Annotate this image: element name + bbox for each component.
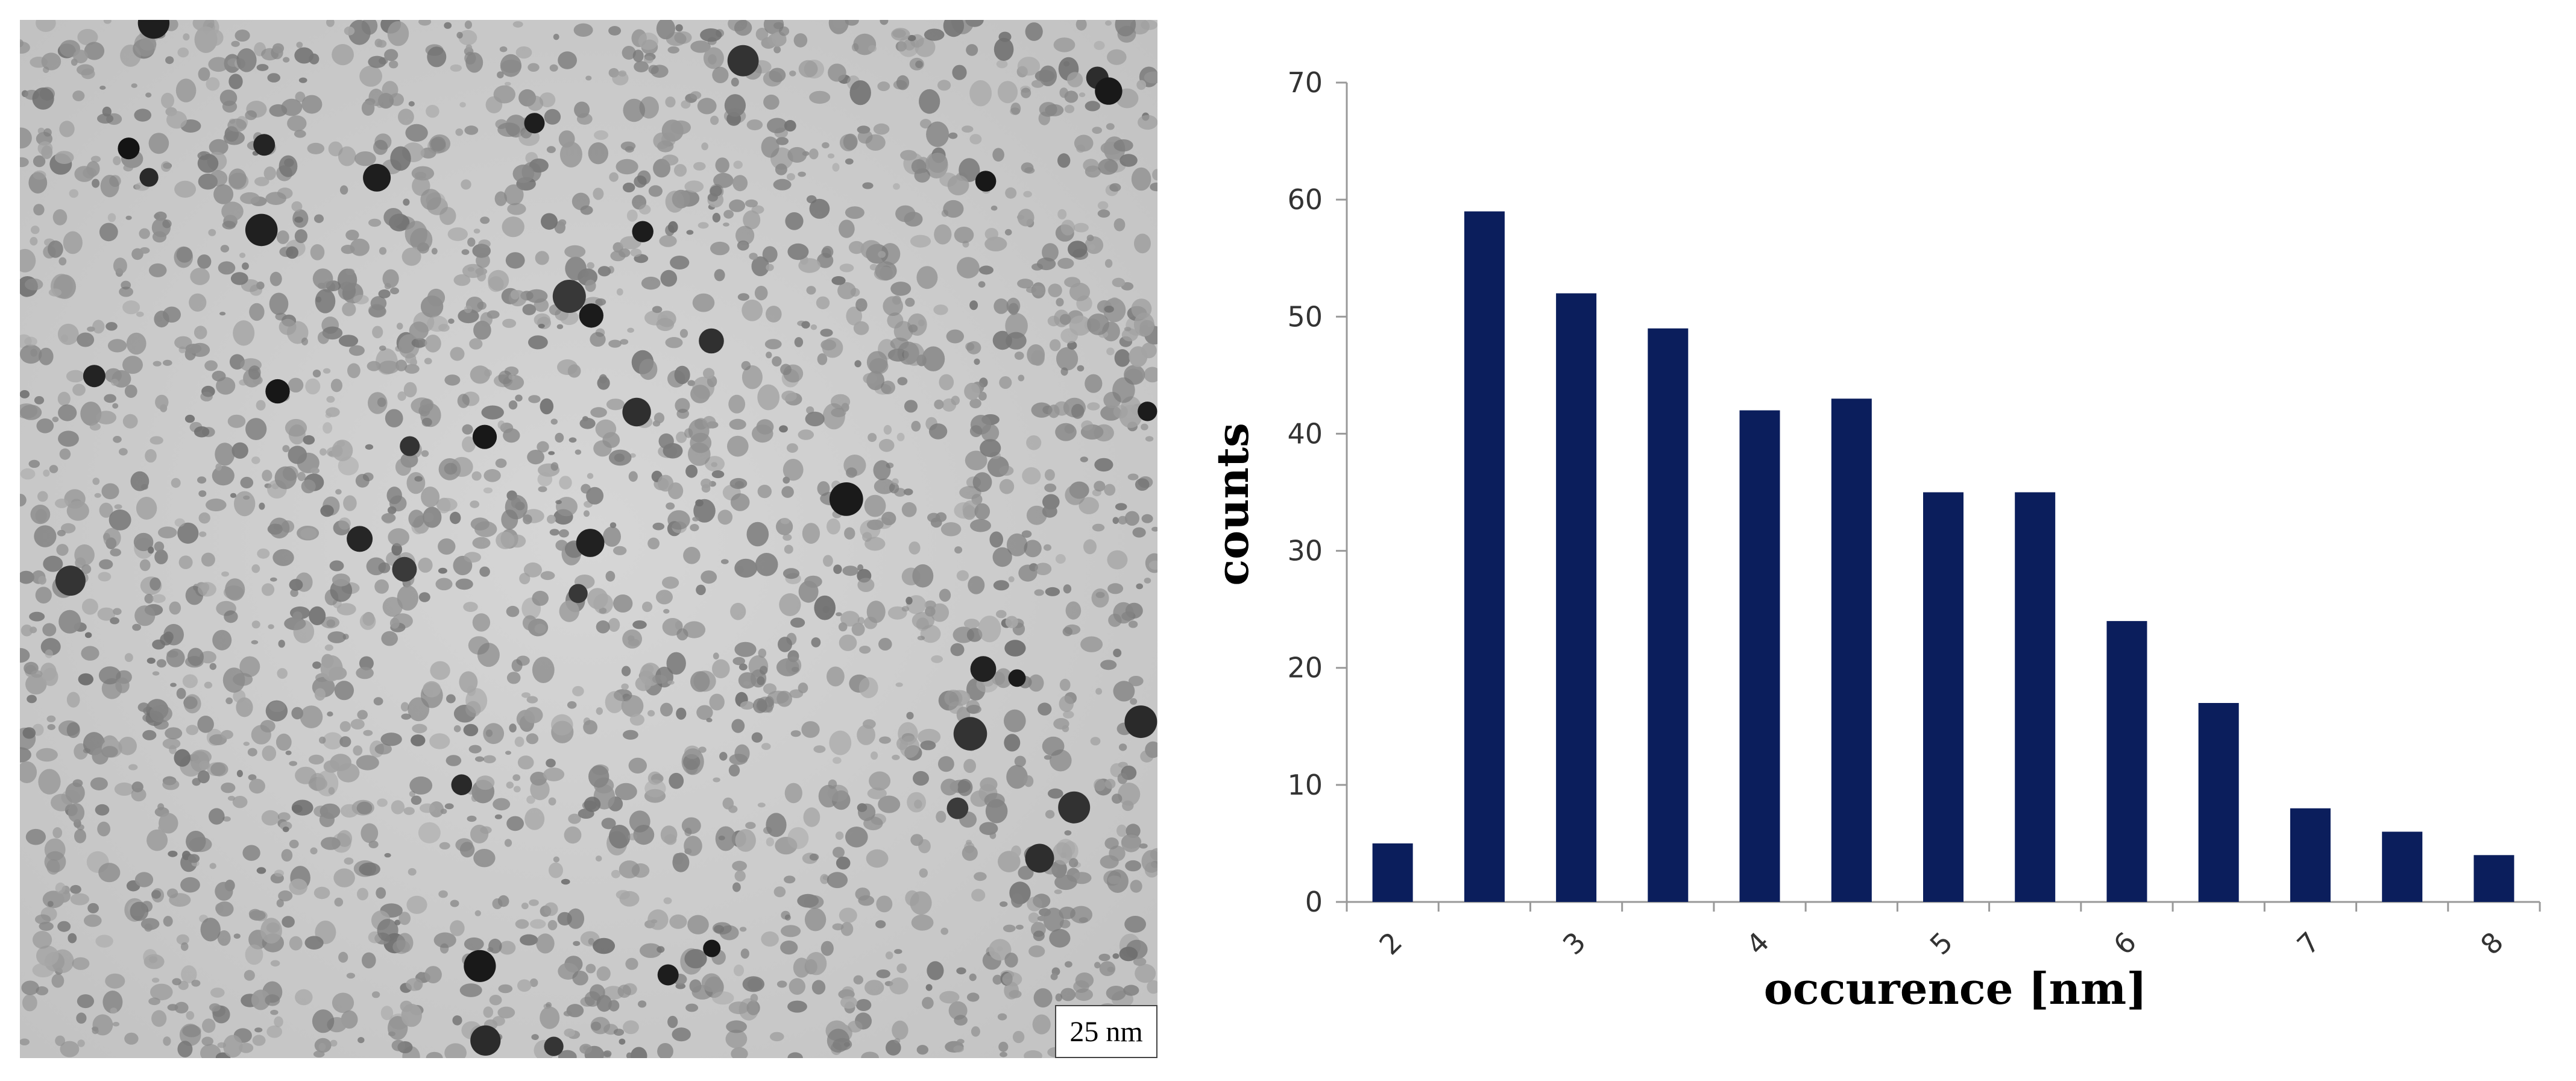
x-tick-label: 7 <box>2291 925 2326 961</box>
tem-micrograph-image <box>20 20 1157 1058</box>
y-tick-label: 30 <box>1287 535 1323 567</box>
y-tick-label: 60 <box>1287 183 1323 216</box>
y-tick-label: 20 <box>1287 652 1323 684</box>
histogram-bar-4 <box>1739 410 1780 902</box>
histogram-bar-3 <box>1556 293 1597 902</box>
x-tick-label: 2 <box>1373 925 1408 961</box>
histogram-bar-7.5 <box>2382 831 2423 902</box>
x-axis-title: occurence [nm] <box>1764 963 2147 1014</box>
y-axis-title: counts <box>1207 423 1258 585</box>
scale-bar-box: 25 nm <box>1055 1005 1157 1058</box>
histogram-bar-5.5 <box>2015 492 2056 902</box>
scale-bar-label: 25 nm <box>1069 1015 1143 1048</box>
tem-micrograph: 25 nm <box>20 20 1157 1058</box>
y-tick-label: 0 <box>1305 886 1323 918</box>
x-tick-label: 6 <box>2107 925 2143 961</box>
histogram-bar-8 <box>2474 855 2515 902</box>
x-tick-label: 4 <box>1740 925 1775 961</box>
y-tick-label: 10 <box>1287 769 1323 801</box>
y-tick-label: 50 <box>1287 300 1323 333</box>
histogram-bar-2.5 <box>1464 211 1505 903</box>
histogram-bar-6 <box>2106 621 2147 902</box>
histogram-bar-7 <box>2290 808 2331 902</box>
x-tick-label: 5 <box>1924 925 1959 961</box>
histogram-bar-5 <box>1923 492 1963 902</box>
x-tick-label: 8 <box>2474 925 2510 961</box>
y-tick-label: 70 <box>1287 66 1323 99</box>
histogram-bar-3.5 <box>1648 328 1689 902</box>
histogram-chart: 0 10 20 30 40 50 60 70 2 3 4 5 6 7 8 counts occurence… <box>1207 66 2541 1014</box>
histogram-bar-6.5 <box>2198 703 2239 902</box>
histogram-bar-2 <box>1372 843 1413 902</box>
histogram-bar-4.5 <box>1831 399 1872 902</box>
x-tick-label: 3 <box>1557 925 1592 961</box>
y-tick-label: 40 <box>1287 417 1323 450</box>
